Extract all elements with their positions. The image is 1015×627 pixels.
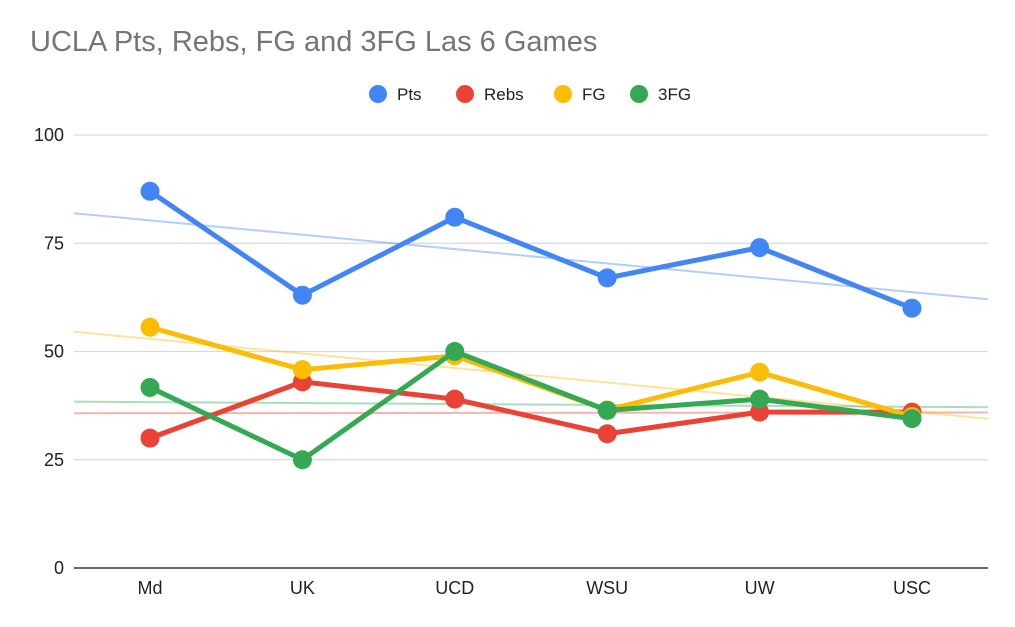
data-point-3fg [750, 389, 770, 409]
data-point-3fg [140, 377, 160, 397]
series-line-rebs [147, 379, 915, 441]
data-point-pts [292, 285, 312, 305]
legend-label-rebs: Rebs [484, 85, 524, 104]
data-point-3fg [902, 409, 922, 429]
y-tick-label: 100 [34, 125, 64, 145]
data-point-rebs [597, 424, 617, 444]
legend-label-3fg: 3FG [658, 85, 691, 104]
legend-label-pts: Pts [397, 85, 422, 104]
x-tick-label: UK [290, 578, 315, 598]
trendlines [73, 212, 989, 420]
x-tick-label: Md [137, 578, 162, 598]
trendline-pts [73, 212, 989, 301]
x-tick-label: UCD [435, 578, 474, 598]
data-point-rebs [750, 402, 770, 422]
data-point-pts [750, 238, 770, 258]
x-tick-label: UW [745, 578, 775, 598]
y-tick-label: 75 [44, 233, 64, 253]
x-tick-label: WSU [586, 578, 628, 598]
data-point-rebs [140, 428, 160, 448]
legend-marker-rebs [456, 85, 474, 103]
legend-marker-fg [554, 85, 572, 103]
series-pts [140, 181, 922, 318]
series-line-3fg [147, 349, 915, 463]
legend-label-fg: FG [582, 85, 606, 104]
data-point-3fg [292, 450, 312, 470]
data-point-fg [292, 360, 312, 380]
series-3fg [140, 342, 922, 470]
data-point-fg [140, 317, 160, 337]
data-point-fg [750, 362, 770, 382]
y-tick-label: 0 [54, 558, 64, 578]
trendline-3fg [73, 400, 989, 409]
data-point-rebs [445, 389, 465, 409]
data-point-pts [445, 207, 465, 227]
y-tick-label: 25 [44, 450, 64, 470]
legend-marker-3fg [630, 85, 648, 103]
legend-marker-pts [369, 85, 387, 103]
y-tick-label: 50 [44, 342, 64, 362]
data-point-3fg [597, 400, 617, 420]
data-point-3fg [445, 342, 465, 361]
legend: Pts Rebs FG 3FG [369, 85, 691, 104]
data-point-pts [597, 268, 617, 288]
series-line-pts [147, 188, 915, 311]
x-tick-label: USC [893, 578, 931, 598]
chart-title: UCLA Pts, Rebs, FG and 3FG Las 6 Games [30, 26, 598, 58]
data-point-pts [902, 298, 922, 318]
data-point-pts [140, 181, 160, 201]
